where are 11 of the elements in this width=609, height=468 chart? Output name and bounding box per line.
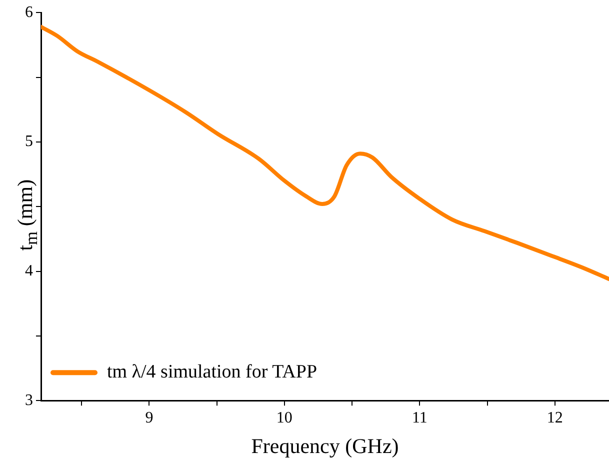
x-axis-title: Frequency (GHz) bbox=[251, 434, 399, 458]
x-tick-label: 12 bbox=[546, 409, 563, 426]
line-series bbox=[41, 24, 609, 282]
y-tick-label: 5 bbox=[25, 133, 33, 150]
y-tick-label: 6 bbox=[25, 4, 33, 21]
x-tick-label: 9 bbox=[145, 409, 154, 426]
y-tick-label: 3 bbox=[25, 392, 33, 409]
x-tick-label: 10 bbox=[276, 409, 292, 426]
x-tick-label: 11 bbox=[412, 409, 428, 426]
legend-label: tm λ/4 simulation for TAPP bbox=[107, 362, 318, 383]
y-tick-label: 4 bbox=[25, 262, 33, 280]
